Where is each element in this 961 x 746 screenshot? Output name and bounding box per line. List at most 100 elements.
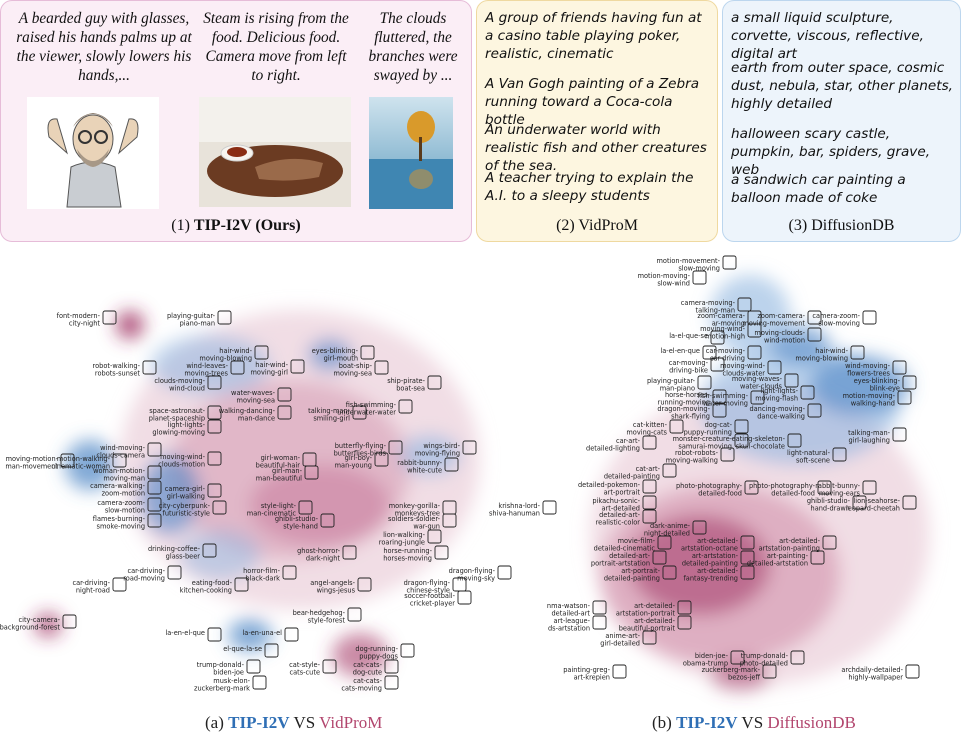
map-a-cluster-label-text: trump-donald-: [197, 661, 245, 669]
map-a-cluster-label-text: flames-burning-: [93, 515, 146, 523]
map-a-cluster-box: [374, 452, 389, 467]
map-b-cluster-label: motion-moving-walking-hand: [843, 390, 912, 408]
map-a-cluster-label-text: ship-pirate-: [387, 377, 425, 385]
map-a-cluster-box: [290, 359, 305, 374]
map-a-cluster-label-text: la-en-una-el: [242, 629, 282, 637]
map-a-cluster-box: [234, 577, 249, 592]
map-a-cluster-label-text: glowing-moving: [152, 429, 205, 437]
map-b-cluster-label: moving-clouds-wind-motion: [754, 327, 822, 345]
map-b-cluster-label-text: art-portrait: [604, 489, 641, 497]
map-a-cluster-label: city-cyberpunk-futuristic-style: [159, 500, 227, 518]
map-b-cluster-box: [750, 390, 765, 405]
map-a-cluster-label: cat-style-cats-cute: [289, 659, 337, 677]
map-b-cluster-label-text: slow-moving: [678, 265, 720, 273]
map-a-cluster-box: [298, 500, 313, 515]
vidprom-panel: A group of friends having fun at a casin…: [476, 0, 718, 242]
map-a-cluster-label-text: cats-moving: [341, 685, 382, 693]
diffusiondb-panel: a small liquid sculpture, corvette, visc…: [722, 0, 961, 242]
map-a-cluster-label-text: futuristic-style: [163, 510, 210, 518]
map-b-cluster-label: wind-moving-flowers-trees: [845, 360, 907, 378]
map-a-cluster-label: angel-angels-wings-jesus: [310, 577, 372, 595]
map-b-cluster-label-text: pikachu-sonic-: [592, 497, 640, 505]
map-b-cluster-box: [787, 433, 802, 448]
map-a-cluster-label: bear-hedgehog-style-forest: [293, 607, 362, 625]
subcaption-a: (a) TIP-I2V VS VidProM: [205, 713, 383, 732]
map-b-cluster-label-text: running-moving: [658, 399, 710, 407]
map-a-cluster-box: [142, 360, 157, 375]
map-a-cluster-label-text: drinking-coffee-: [148, 545, 201, 553]
vidprom-prompt-3: An underwater world with realistic fish …: [485, 122, 707, 174]
map-a-cluster-box: [304, 465, 319, 480]
map-a-cluster-label-text: rabbit-bunny-: [397, 459, 442, 467]
map-a-cluster-label: camera-walking-zoom-motion: [90, 480, 162, 498]
map-b-cluster-box: [612, 664, 627, 679]
map-b-cluster-label-text: detailed-art-: [599, 511, 640, 519]
map-a-cluster-label-text: clouds-moving-: [154, 377, 205, 385]
map-a-cluster-label-text: moving-girl: [251, 369, 289, 377]
map-a-cluster-box: [207, 405, 222, 420]
map-b-cluster-box: [642, 435, 657, 450]
map-b-cluster-label-text: samurai-moving: [678, 443, 732, 451]
map-a-cluster-label-text: car-driving-: [127, 567, 165, 575]
map-b-cluster-box: [657, 535, 672, 550]
map-a-cluster-label-text: horses-moving: [383, 555, 432, 563]
map-b-cluster-label: robot-robots-moving-walking: [666, 447, 735, 465]
map-b-cluster-box: [740, 550, 755, 565]
map-b-cluster-label: camera-moving-talking-man: [681, 297, 752, 315]
tip-i2v-panel: A bearded guy with glasses, raised his h…: [0, 0, 472, 242]
map-b-cluster-label-text: realistic-color: [596, 519, 641, 527]
vidprom-prompt-4: A teacher trying to explain the A.I. to …: [485, 170, 694, 204]
map-b-cluster-box: [747, 323, 762, 338]
map-b-cluster-label-text: obama-trump: [683, 660, 728, 668]
map-a-cluster-box: [347, 607, 362, 622]
map-a-cluster-label-text: man-dance: [238, 415, 275, 423]
map-b-cluster-label-text: motion-high: [705, 333, 745, 341]
map-a-cluster-box: [112, 577, 127, 592]
map-a-cluster-label-text: dark-night: [306, 555, 341, 563]
map-a-cluster-label: fish-swimming-underwater-water: [337, 399, 413, 417]
map-a-density-plot: font-modern-city-night playing-guitar-pia…: [0, 310, 557, 693]
map-a-cluster-box: [202, 543, 217, 558]
map-a-cluster-label-text: city-camera-: [19, 616, 61, 624]
map-b-cluster-box: [862, 310, 877, 325]
map-b-cluster-label: motion-movement-slow-moving: [656, 255, 737, 273]
map-b-cluster-label-text: moving-flash: [755, 395, 798, 403]
map-a-cluster-label-text: water-waves-: [231, 389, 276, 397]
map-a-cluster-label-text: dog-cute: [353, 669, 382, 677]
map-a-cluster-label: dragon-flying-moving-sky: [449, 565, 512, 583]
map-b-cluster-box: [767, 360, 782, 375]
map-b-cluster-label-text: camera-zoom-: [812, 312, 860, 320]
map-a-cluster-label-text: clouds-camera: [96, 452, 145, 460]
map-a-cluster-box: [112, 453, 127, 468]
map-a-cluster-label: girl-boy-man-young: [335, 452, 389, 470]
map-b-cluster-label-text: moving-clouds-: [754, 329, 805, 337]
map-b-cluster-box: [737, 297, 752, 312]
map-a-cluster-label: ghibli-studio-style-hand: [275, 513, 335, 531]
map-a-cluster-label: girl-man-man-beautiful: [256, 465, 319, 483]
map-b-cluster-label-text: motion-moving-: [638, 272, 691, 280]
map-a-cluster-label-text: moving-trees: [184, 370, 228, 378]
map-a-cluster-box: [442, 513, 457, 528]
map-a-cluster-label-text: zuckerberg-mark: [194, 685, 250, 693]
map-b-cluster-label-text: flowers-trees: [847, 370, 890, 378]
map-a-cluster-label: hair-wind-moving-girl: [251, 359, 305, 377]
map-b-cluster-box: [790, 650, 805, 665]
map-a-cluster-label: wings-bird-moving-flying: [415, 440, 477, 458]
map-a-cluster-label: eyes-blinking-girl-mouth: [312, 345, 375, 363]
map-b-cluster-box: [740, 565, 755, 580]
map-a-cluster-label-text: white-cute: [407, 467, 442, 475]
map-b-cluster-label: car-moving-car-driving: [706, 345, 762, 363]
map-b-cluster-box: [669, 419, 684, 434]
map-b-cluster-label-text: detailed-food: [698, 490, 742, 498]
map-a-cluster-box: [102, 310, 117, 325]
map-b-cluster-label-text: detailed-cinematic: [594, 545, 656, 553]
map-b-cluster-box: [852, 495, 867, 510]
map-a-cluster-label: walking-dancing-man-dance: [219, 405, 292, 423]
map-b-cluster-label-text: art-artstation-: [692, 552, 739, 560]
map-a-cluster-label-text: cat-cats-: [353, 661, 382, 669]
map-a-cluster-box: [342, 545, 357, 560]
map-a-cluster-label-text: style-light-: [261, 502, 297, 510]
map-a-cluster-label-text: monkeys-tree: [395, 510, 440, 518]
map-b-cluster-label-text: eyes-blinking-: [854, 377, 901, 385]
map-b-cluster-label: ghibli-studio-hand-drawn: [807, 495, 867, 513]
